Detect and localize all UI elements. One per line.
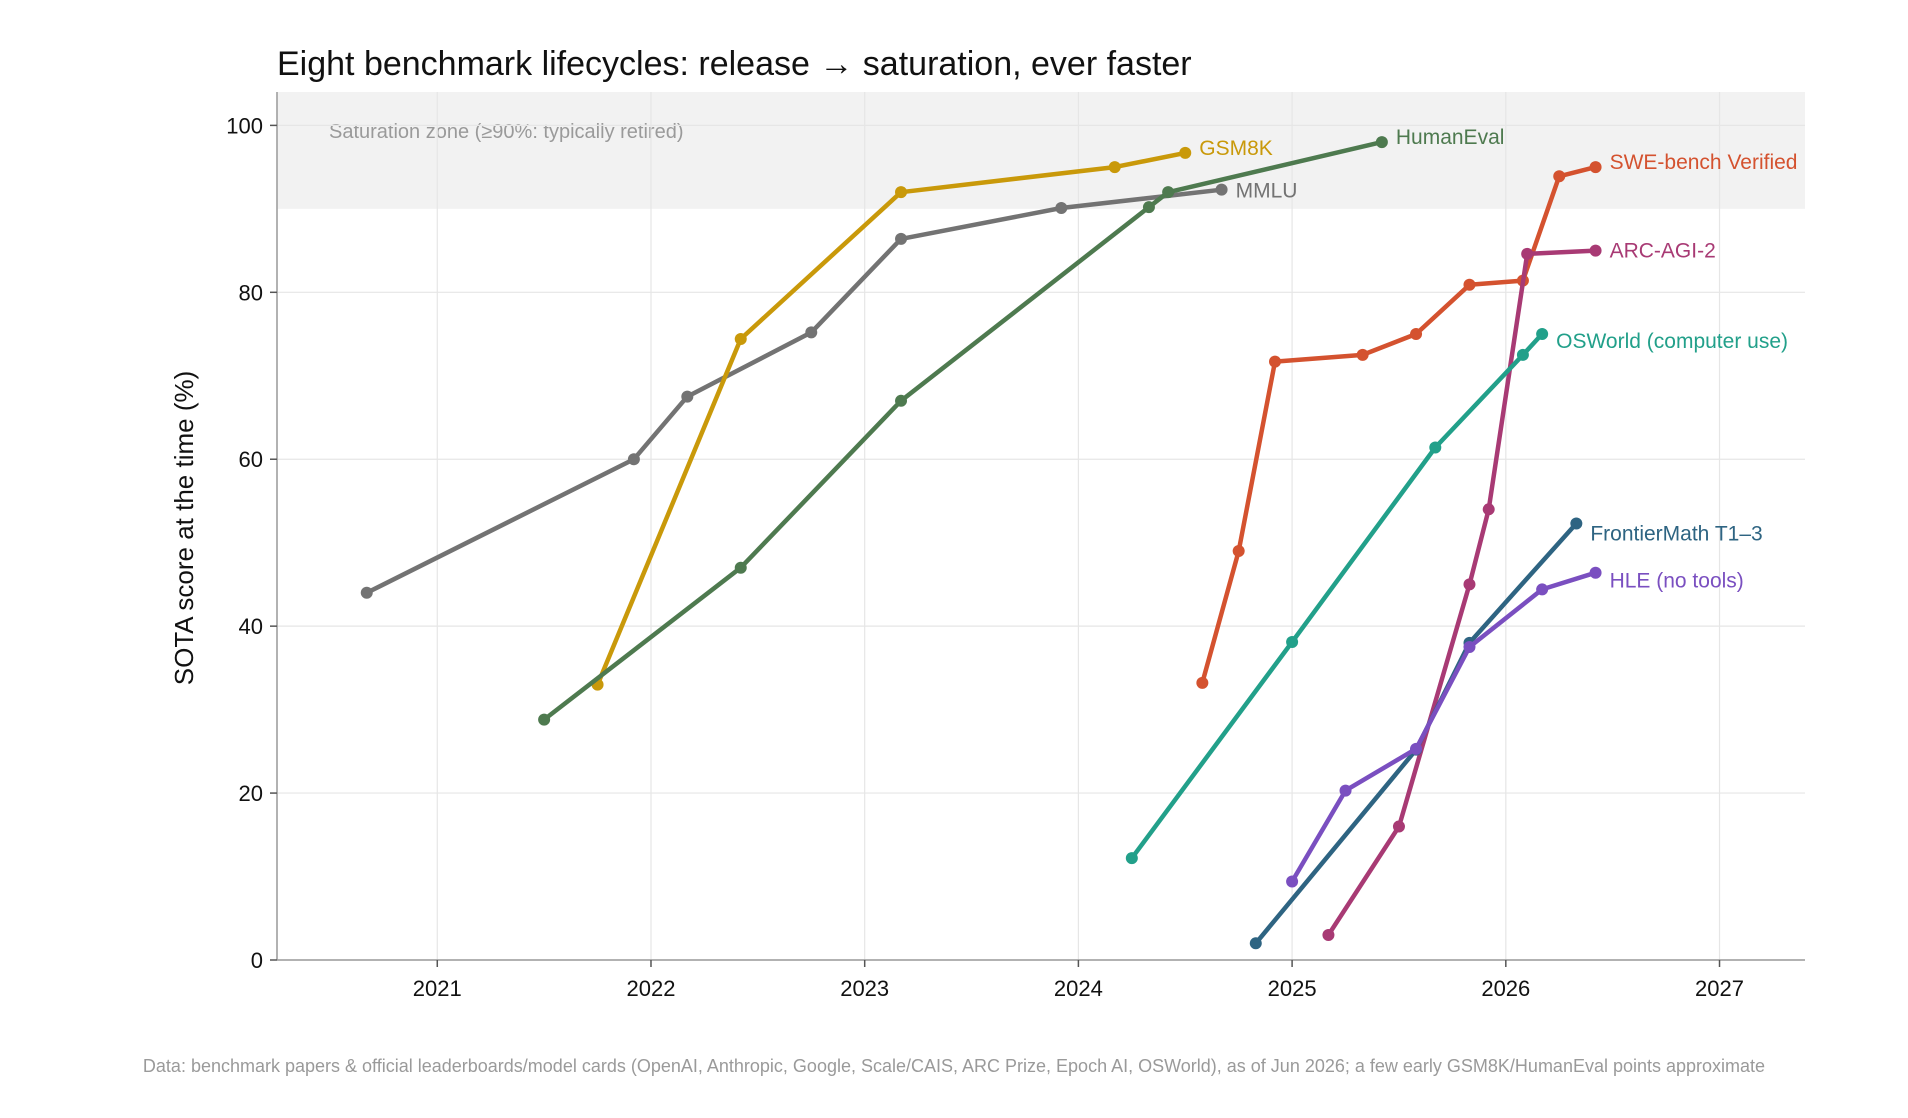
data-point	[1463, 641, 1476, 654]
y-tick-label: 80	[239, 280, 263, 305]
y-tick-label: 20	[239, 781, 263, 806]
data-point	[360, 586, 373, 599]
data-point	[1521, 247, 1534, 260]
footnote: Data: benchmark papers & official leader…	[143, 1056, 1765, 1076]
data-point	[1108, 161, 1121, 174]
data-point	[1125, 852, 1138, 865]
y-axis-label: SOTA score at the time (%)	[169, 371, 199, 686]
series-label: SWE-bench Verified	[1610, 151, 1798, 174]
data-point	[1286, 875, 1299, 888]
data-point	[1589, 566, 1602, 579]
x-tick-label: 2027	[1695, 976, 1744, 1001]
series-4: ARC-AGI-2	[1322, 240, 1716, 941]
data-point	[1322, 928, 1335, 941]
data-point	[1375, 136, 1388, 149]
data-point	[1536, 328, 1549, 341]
data-point	[1269, 355, 1282, 368]
x-tick-label: 2022	[627, 976, 676, 1001]
series-label: HLE (no tools)	[1610, 570, 1744, 593]
data-point	[538, 713, 551, 726]
data-point	[895, 394, 908, 407]
y-tick-label: 100	[226, 113, 263, 138]
series-0: MMLU	[360, 180, 1298, 599]
data-point	[1055, 202, 1068, 215]
series-line	[1129, 331, 1545, 861]
grid	[277, 92, 1805, 960]
series-7: HLE (no tools)	[1286, 566, 1744, 888]
series-label: OSWorld (computer use)	[1556, 330, 1788, 353]
data-point	[1536, 583, 1549, 596]
series-group: MMLU GSM8K HumanEval SWE-bench Verified ARC-…	[360, 126, 1798, 950]
series-2: HumanEval	[538, 126, 1504, 726]
series-line	[1200, 164, 1598, 686]
data-point	[895, 186, 908, 199]
series-label: GSM8K	[1199, 137, 1273, 160]
series-line	[1326, 248, 1598, 938]
data-point	[805, 326, 818, 339]
series-label: FrontierMath T1–3	[1590, 522, 1762, 545]
data-point	[1286, 636, 1299, 649]
y-tick-label: 60	[239, 447, 263, 472]
x-tick-label: 2023	[840, 976, 889, 1001]
series-line	[541, 139, 1385, 722]
data-point	[1392, 820, 1405, 833]
data-point	[681, 390, 694, 403]
data-point	[1589, 244, 1602, 257]
chart-title: Eight benchmark lifecycles: release → sa…	[277, 45, 1192, 83]
data-point	[1249, 937, 1262, 950]
data-point	[1410, 328, 1423, 341]
saturation-zone: Saturation zone (≥90%: typically retired…	[277, 92, 1805, 209]
x-tick-label: 2021	[413, 976, 462, 1001]
data-point	[1463, 278, 1476, 291]
series-1: GSM8K	[591, 137, 1273, 691]
series-label: ARC-AGI-2	[1610, 240, 1716, 263]
y-tick-label: 40	[239, 614, 263, 639]
data-point	[627, 453, 640, 466]
data-point	[1162, 186, 1175, 199]
data-point	[1232, 545, 1245, 558]
data-point	[1482, 503, 1495, 516]
data-point	[1356, 348, 1369, 361]
series-label: MMLU	[1236, 180, 1298, 203]
series-5: OSWorld (computer use)	[1125, 328, 1788, 865]
x-tick-label: 2024	[1054, 976, 1103, 1001]
data-point	[1215, 183, 1228, 196]
data-point	[1179, 146, 1192, 159]
series-line	[595, 150, 1188, 687]
data-point	[895, 232, 908, 245]
data-point	[734, 333, 747, 346]
data-point	[1463, 578, 1476, 591]
saturation-zone-label: Saturation zone (≥90%: typically retired…	[329, 121, 683, 143]
data-point	[1142, 201, 1155, 214]
axes: 0 20 40 60 80 100 2021 2022 2023 2024 2025 2026 2027	[226, 92, 1805, 1001]
data-point	[734, 561, 747, 574]
series-line	[1253, 521, 1579, 946]
saturation-zone-band	[277, 92, 1805, 209]
series-line	[1289, 570, 1598, 884]
data-point	[1196, 676, 1209, 689]
data-point	[1589, 161, 1602, 174]
data-point	[1429, 441, 1442, 454]
x-tick-label: 2025	[1268, 976, 1317, 1001]
series-label: HumanEval	[1396, 126, 1505, 149]
data-point	[1516, 348, 1529, 361]
x-tick-label: 2026	[1481, 976, 1530, 1001]
data-point	[1553, 170, 1566, 183]
y-tick-label: 0	[251, 948, 263, 973]
data-point	[1410, 742, 1423, 755]
data-point	[1339, 784, 1352, 797]
series-3: SWE-bench Verified	[1196, 151, 1798, 689]
data-point	[1570, 517, 1583, 530]
